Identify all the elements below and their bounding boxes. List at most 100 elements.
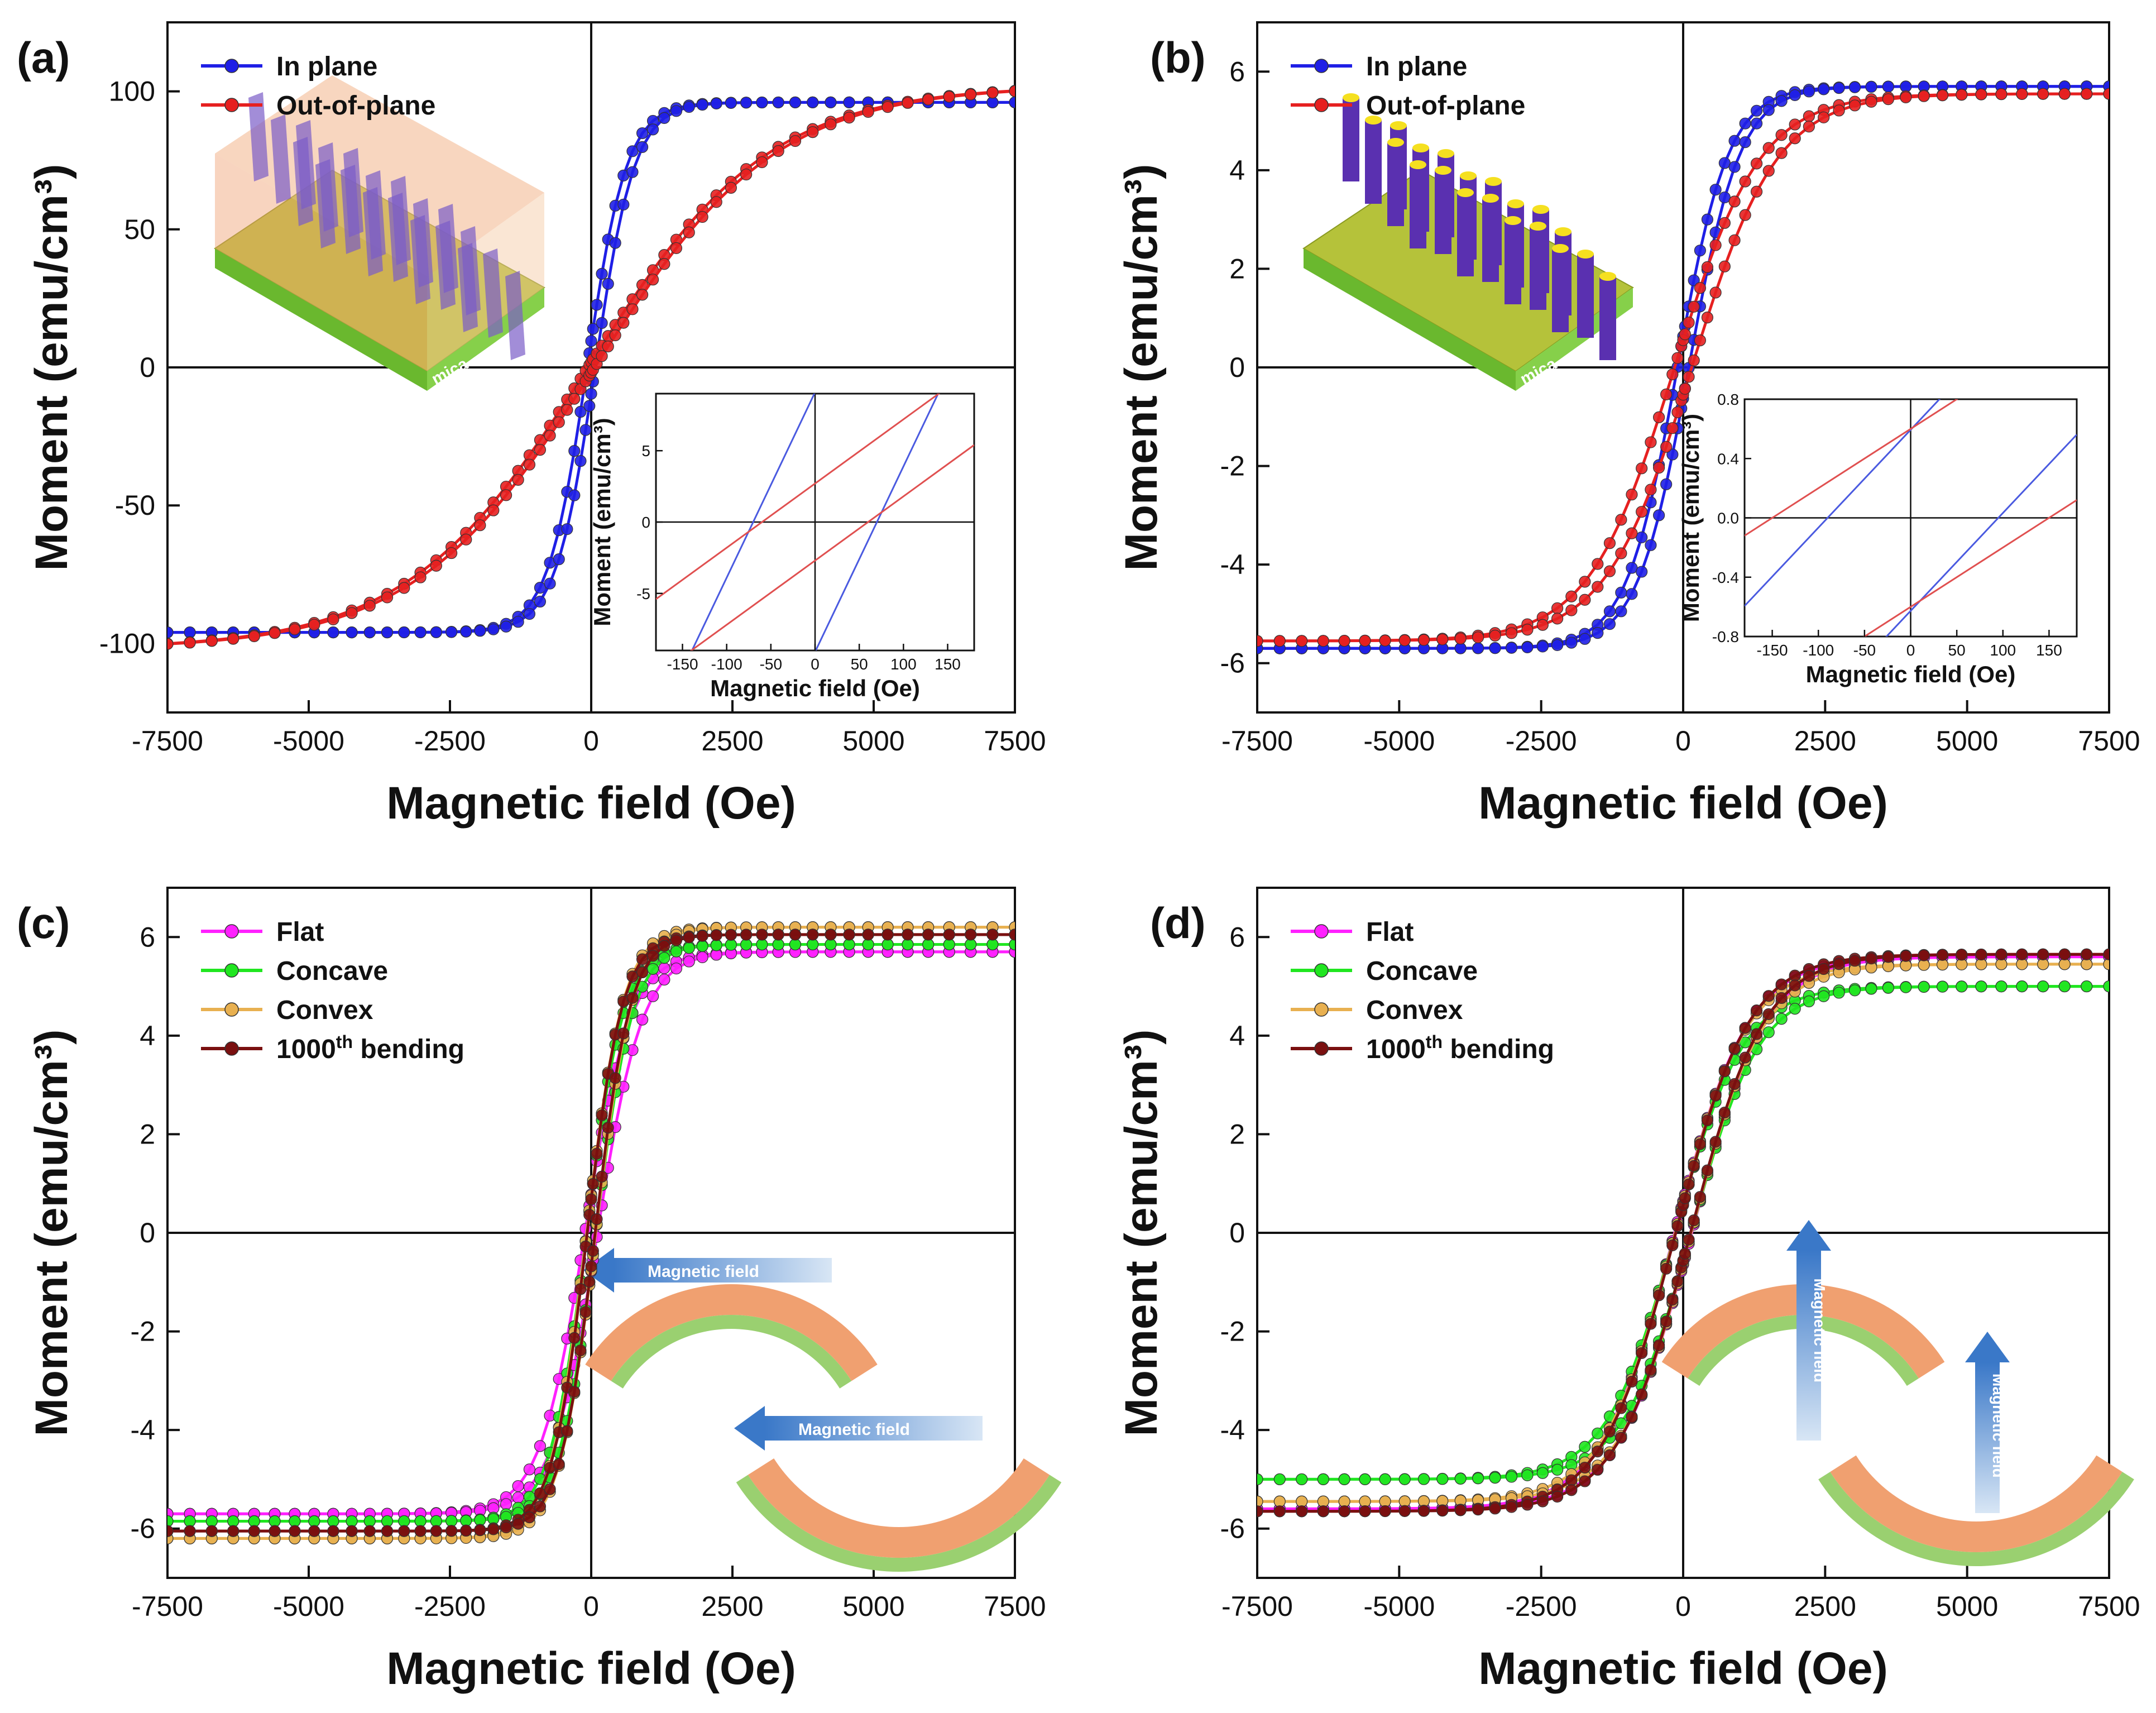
nanopillar-top <box>1412 143 1429 152</box>
data-point <box>1728 234 1741 246</box>
data-point <box>1750 1004 1763 1017</box>
data-point <box>1273 635 1286 647</box>
data-point <box>460 533 472 546</box>
data-point <box>544 577 556 590</box>
data-point <box>2081 88 2093 100</box>
data-point <box>1636 566 1648 578</box>
y-tick-label: -50 <box>115 490 155 521</box>
series-concave <box>167 938 1015 1528</box>
data-point <box>1688 354 1700 367</box>
panel-label: (d) <box>1150 898 1206 948</box>
data-point <box>1688 1160 1700 1172</box>
legend-label: Flat <box>1366 917 1414 947</box>
legend-label: Flat <box>276 917 324 947</box>
data-point <box>1900 950 1912 962</box>
inset-loop-line <box>1885 434 2077 637</box>
data-point <box>1536 640 1549 653</box>
inset-x-tick-label: -100 <box>711 655 742 673</box>
y-tick-label: 4 <box>1229 155 1245 186</box>
data-point <box>568 1332 581 1344</box>
data-point <box>1728 195 1741 208</box>
y-tick-label: 100 <box>109 76 155 107</box>
data-point <box>1775 129 1788 141</box>
data-point <box>1603 565 1616 577</box>
data-point <box>512 1491 524 1504</box>
data-point <box>1739 209 1751 221</box>
data-point <box>1789 132 1801 145</box>
inset-x-tick-label: -100 <box>1803 642 1834 659</box>
inset-y-axis-title: Moment (emu/cm³) <box>1678 414 1704 622</box>
data-point <box>1636 506 1648 518</box>
data-point <box>1718 1106 1731 1119</box>
y-tick-label: 0 <box>140 352 155 383</box>
data-point <box>1660 478 1673 490</box>
data-point <box>843 96 855 108</box>
data-point <box>1636 1347 1648 1360</box>
data-point <box>1615 605 1627 618</box>
data-point <box>626 970 639 983</box>
legend-marker <box>224 1041 239 1056</box>
panel-3: -7500 -5000 -2500 0 2500 5000 7500 -6 -4 -2 0 2 4 6 Ma… <box>17 887 1062 1694</box>
data-point <box>658 962 670 974</box>
data-point <box>825 118 837 131</box>
x-tick-label: 0 <box>583 725 599 757</box>
panel-label: (b) <box>1150 33 1206 82</box>
series-out-of-plane <box>167 84 1015 650</box>
data-point <box>1728 1078 1741 1090</box>
concave-sample-film <box>748 1458 1050 1558</box>
data-point <box>1975 88 1987 101</box>
legend: In plane Out-of-plane <box>201 52 435 121</box>
data-point <box>1645 1318 1657 1330</box>
data-point <box>1417 1473 1430 1485</box>
data-point <box>1666 422 1679 434</box>
data-point <box>1679 1247 1691 1260</box>
data-point <box>568 393 581 405</box>
data-point <box>1398 1505 1411 1517</box>
data-point <box>1694 1138 1706 1150</box>
inset-loop-line <box>656 394 941 600</box>
data-point <box>1454 1504 1467 1516</box>
data-point <box>346 626 358 639</box>
data-point <box>986 938 999 951</box>
data-point <box>591 1147 603 1160</box>
data-point <box>825 96 837 108</box>
data-point <box>862 929 874 941</box>
data-point <box>2081 958 2093 970</box>
data-point <box>626 145 639 157</box>
data-point <box>363 1525 376 1537</box>
data-point <box>1615 547 1627 559</box>
nanopillar <box>1365 120 1382 204</box>
data-point <box>1338 1505 1350 1518</box>
data-point <box>414 626 427 639</box>
data-point <box>474 625 486 637</box>
nanopillar-top <box>1343 93 1359 102</box>
nanopillar <box>1457 193 1474 276</box>
data-point <box>881 101 894 113</box>
data-point <box>1709 184 1722 196</box>
data-point <box>1603 537 1616 549</box>
y-tick-label: -6 <box>131 1513 155 1544</box>
data-point <box>579 424 592 436</box>
data-point <box>1762 990 1775 1002</box>
data-point <box>1660 1315 1673 1328</box>
y-tick-label: -4 <box>1220 1414 1245 1446</box>
data-point <box>205 1525 218 1537</box>
data-point <box>1317 1495 1329 1508</box>
data-point <box>1882 982 1894 994</box>
inset-loop-line <box>689 444 974 650</box>
data-point <box>1956 89 1968 101</box>
data-point <box>500 1498 512 1510</box>
data-point <box>308 619 320 631</box>
data-point <box>585 335 597 347</box>
convex-sample-film <box>1661 1284 1945 1379</box>
data-point <box>683 955 695 968</box>
data-point <box>1818 990 1830 1002</box>
data-point <box>1359 1505 1371 1518</box>
data-point <box>1818 963 1830 975</box>
data-point <box>2058 88 2071 100</box>
data-point <box>1882 951 1894 963</box>
x-tick-label: -7500 <box>1221 1591 1293 1622</box>
nanopillar <box>1482 198 1499 282</box>
data-point <box>1694 282 1706 294</box>
x-tick-label: -5000 <box>1363 725 1435 757</box>
